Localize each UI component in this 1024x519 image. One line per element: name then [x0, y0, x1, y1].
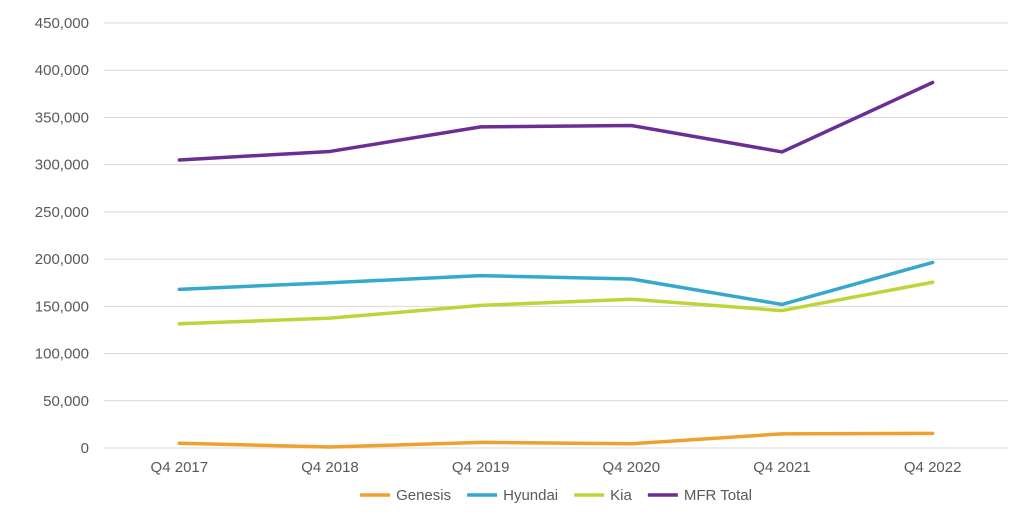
- series-line-hyundai: [177, 260, 935, 307]
- legend-item-mfr-total: MFR Total: [647, 487, 752, 504]
- x-tick-label: Q4 2020: [603, 459, 661, 476]
- x-tick-label: Q4 2018: [301, 459, 359, 476]
- x-axis-tick-labels: Q4 2017 Q4 2018 Q4 2019 Q4 2020 Q4 2021 Q4 20…: [151, 459, 962, 476]
- series-lines: [177, 80, 935, 449]
- y-tick-label: 250,000: [35, 204, 89, 221]
- series-line-mfr-total: [177, 80, 935, 162]
- legend-item-genesis: Genesis: [360, 487, 451, 504]
- y-axis-tick-labels: 0 50,000 100,000 150,000 200,000 250,000 300,0…: [35, 15, 89, 457]
- x-tick-label: Q4 2017: [151, 459, 209, 476]
- legend-item-hyundai: Hyundai: [467, 487, 558, 504]
- series-line-kia: [177, 280, 935, 326]
- legend-label: Genesis: [396, 487, 451, 504]
- legend-label: Kia: [610, 487, 632, 504]
- series-line-genesis: [177, 431, 935, 449]
- legend-label: Hyundai: [503, 487, 558, 504]
- x-tick-label: Q4 2022: [904, 459, 962, 476]
- y-tick-label: 0: [81, 440, 89, 457]
- y-tick-label: 200,000: [35, 251, 89, 268]
- gridlines: [104, 22, 1008, 449]
- y-tick-label: 100,000: [35, 346, 89, 363]
- legend-label: MFR Total: [684, 487, 752, 504]
- y-tick-label: 50,000: [43, 393, 89, 410]
- y-tick-label: 450,000: [35, 15, 89, 32]
- y-tick-label: 350,000: [35, 109, 89, 126]
- legend: Genesis Hyundai Kia MFR Total: [360, 487, 752, 504]
- y-tick-label: 150,000: [35, 298, 89, 315]
- x-tick-label: Q4 2019: [452, 459, 510, 476]
- y-tick-label: 400,000: [35, 62, 89, 79]
- y-tick-label: 300,000: [35, 157, 89, 174]
- x-tick-label: Q4 2021: [753, 459, 811, 476]
- legend-item-kia: Kia: [574, 487, 632, 504]
